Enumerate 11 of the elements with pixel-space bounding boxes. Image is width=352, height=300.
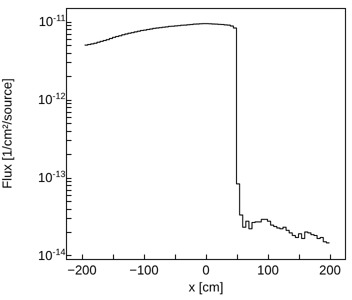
y-tick-label: 10$^{-14}$ — [38, 246, 66, 263]
x-tick-label: 0 — [202, 262, 210, 278]
x-tick-label: 100 — [257, 262, 279, 278]
x-axis-title: x [cm] — [188, 280, 224, 294]
y-tick-label: 10$^{-11}$ — [38, 13, 66, 30]
x-tick-label: −100 — [129, 262, 159, 278]
y-axis-title: Flux [1/cm²/source] — [0, 78, 14, 189]
x-tick-label: −200 — [67, 262, 97, 278]
y-tick-label: 10$^{-12}$ — [38, 91, 66, 108]
x-tick-label: 200 — [319, 262, 341, 278]
y-tick-label: 10$^{-13}$ — [38, 169, 66, 186]
